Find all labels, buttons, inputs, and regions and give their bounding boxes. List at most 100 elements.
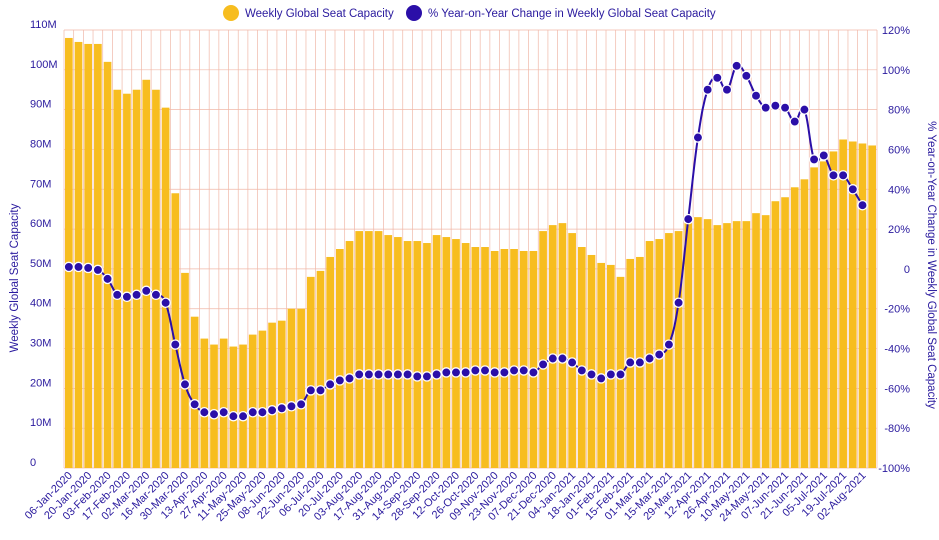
yoy-change-point (141, 285, 152, 297)
capacity-bar (665, 233, 673, 468)
left-tick-label: 70M (30, 178, 51, 190)
capacity-bar (190, 316, 199, 468)
capacity-bar (858, 143, 867, 468)
yoy-change-point (789, 116, 800, 127)
yoy-change-point (92, 264, 104, 276)
left-tick-label: 110M (30, 19, 57, 31)
capacity-bar (452, 239, 460, 468)
right-tick-label: -40% (884, 344, 910, 356)
yoy-change-point (412, 371, 423, 382)
left-tick-label: 10M (30, 417, 51, 429)
capacity-bar (403, 241, 412, 468)
yoy-change-point (595, 373, 607, 384)
capacity-bar (810, 167, 818, 468)
capacity-bar (548, 225, 557, 468)
yoy-change-point (692, 132, 704, 143)
capacity-bar (848, 141, 857, 468)
capacity-bar (703, 219, 712, 468)
yoy-change-point (276, 403, 288, 414)
capacity-bar (306, 276, 315, 468)
capacity-bar (607, 264, 615, 468)
yoy-change-point (470, 365, 481, 376)
right-tick-label: -60% (884, 383, 910, 395)
legend: Weekly Global Seat Capacity % Year-on-Ye… (223, 5, 716, 21)
yoy-change-point (547, 353, 559, 364)
capacity-bar (577, 247, 586, 468)
yoy-change-point (576, 365, 588, 376)
right-tick-label: 40% (888, 184, 910, 196)
capacity-bar (568, 233, 576, 468)
yoy-change-point (818, 150, 830, 161)
right-tick-label: 80% (888, 105, 910, 117)
yoy-change-point (199, 407, 210, 418)
yoy-change-point (460, 367, 471, 378)
capacity-bar (84, 43, 93, 468)
yoy-change-point (837, 170, 849, 181)
capacity-bar (413, 241, 422, 468)
yoy-change-point (315, 385, 326, 396)
grid-lines (63, 29, 878, 469)
capacity-bar (152, 89, 160, 469)
yoy-change-point (712, 72, 723, 84)
capacity-bar (345, 241, 354, 468)
capacity-bar (161, 107, 170, 469)
yoy-change-point (760, 102, 771, 113)
legend-line-swatch (406, 5, 422, 21)
capacity-bar (219, 338, 228, 468)
yoy-change-point (499, 367, 510, 378)
left-tick-label: 40M (30, 298, 51, 310)
right-tick-label: 20% (888, 224, 910, 236)
yoy-change-point (770, 100, 781, 111)
capacity-bar (761, 215, 770, 468)
yoy-change-point (324, 379, 336, 390)
capacity-bar (200, 338, 209, 468)
yoy-change-point (586, 369, 597, 380)
yoy-change-point (750, 90, 762, 101)
legend-bar-swatch (223, 5, 239, 21)
yoy-change-point (847, 184, 859, 195)
yoy-change-point (228, 410, 239, 422)
legend-line-label: % Year-on-Year Change in Weekly Global S… (428, 8, 716, 20)
yoy-change-point (644, 353, 655, 364)
capacity-bar (742, 221, 751, 468)
yoy-change-point (305, 385, 317, 396)
right-tick-label: 60% (888, 144, 910, 156)
capacity-bar (519, 250, 528, 468)
capacity-bar (723, 223, 731, 468)
left-tick-label: 30M (30, 338, 51, 350)
yoy-change-point (721, 84, 733, 95)
left-axis-title: Weekly Global Seat Capacity (9, 203, 21, 352)
capacity-bar (65, 37, 73, 469)
yoy-change-point (431, 369, 442, 380)
capacity-bar (355, 231, 364, 468)
capacity-bar (674, 231, 683, 468)
yoy-change-point (489, 367, 500, 378)
left-tick-label: 80M (30, 138, 51, 150)
yoy-change-point (170, 339, 181, 350)
yoy-change-point (634, 357, 646, 368)
capacity-bar (752, 213, 760, 468)
capacity-bar (471, 247, 480, 468)
yoy-change-point (247, 407, 258, 418)
capacity-bar (587, 254, 596, 468)
capacity-bar (839, 139, 847, 468)
yoy-change-point (421, 371, 433, 382)
right-tick-label: 0 (904, 264, 910, 276)
capacity-bar (287, 308, 296, 468)
left-tick-label: 60M (30, 218, 51, 230)
yoy-change-point (82, 262, 94, 274)
yoy-change-point (663, 339, 675, 350)
capacity-bar (365, 231, 373, 468)
capacity-bar (442, 237, 451, 468)
yoy-change-point (179, 379, 191, 390)
yoy-change-point (624, 357, 636, 368)
yoy-change-point (344, 373, 355, 384)
capacity-bar (394, 237, 402, 468)
capacity-bar (490, 250, 499, 468)
yoy-change-point (160, 297, 171, 309)
yoy-change-point (189, 399, 200, 410)
capacity-bar (326, 256, 334, 468)
yoy-change-point (508, 365, 520, 376)
capacity-bar (384, 235, 393, 468)
